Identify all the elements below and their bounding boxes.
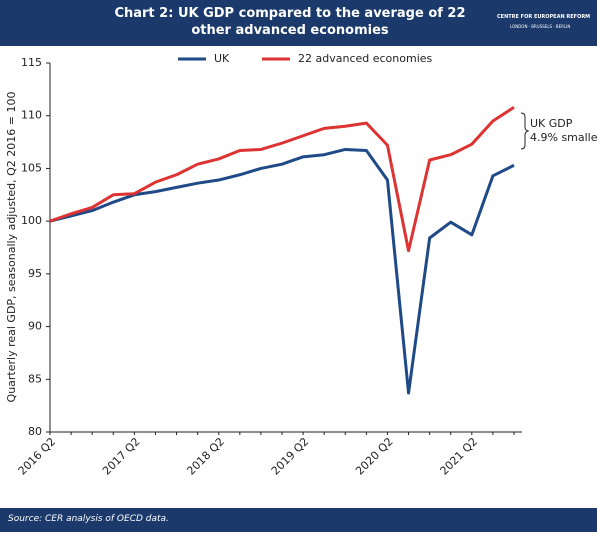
- y-tick-label: 90: [28, 320, 42, 333]
- annotation: 4.9% smaller: [530, 131, 597, 144]
- x-tick-label: 2016 Q2: [16, 435, 59, 478]
- x-tick-label: 2021 Q2: [438, 435, 481, 478]
- footer: Source: CER analysis of OECD data.: [0, 508, 597, 532]
- logo: CENTRE FOR EUROPEAN REFORM: [497, 14, 591, 20]
- y-tick-label: 115: [21, 56, 42, 69]
- legend-label: 22 advanced economies: [298, 52, 433, 65]
- legend-label: UK: [214, 52, 230, 65]
- y-axis-label: Quarterly real GDP, seasonally adjusted,…: [5, 92, 18, 403]
- logo-sub: LONDON · BRUSSELS · BERLIN: [510, 24, 571, 29]
- x-tick-label: 2017 Q2: [100, 435, 143, 478]
- annotation: UK GDP: [530, 117, 573, 130]
- x-tick-label: 2020 Q2: [353, 435, 396, 478]
- x-tick-label: 2018 Q2: [184, 435, 227, 478]
- chart-title: Chart 2: UK GDP compared to the average …: [114, 6, 466, 38]
- series-line: [49, 147, 515, 395]
- x-tick-label: 2019 Q2: [269, 435, 312, 478]
- y-tick-label: 105: [21, 161, 42, 174]
- brace: [520, 112, 530, 150]
- header: Chart 2: UK GDP compared to the average …: [0, 0, 597, 46]
- chart: Quarterly real GDP, seasonally adjusted,…: [5, 52, 597, 478]
- y-tick-label: 100: [21, 214, 42, 227]
- y-tick-label: 80: [28, 425, 42, 438]
- y-tick-label: 85: [28, 372, 42, 385]
- y-tick-label: 110: [21, 109, 42, 122]
- y-tick-label: 95: [28, 267, 42, 280]
- series-line: [49, 106, 515, 253]
- source: Source: CER analysis of OECD data.: [8, 514, 169, 524]
